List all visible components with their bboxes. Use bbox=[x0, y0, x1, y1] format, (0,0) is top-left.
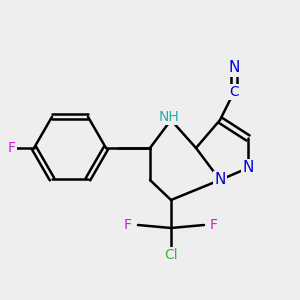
Text: N: N bbox=[242, 160, 254, 175]
Text: N: N bbox=[214, 172, 226, 188]
Text: F: F bbox=[124, 218, 132, 232]
Text: C: C bbox=[229, 85, 239, 99]
Text: F: F bbox=[8, 141, 16, 155]
Text: F: F bbox=[210, 218, 218, 232]
Text: NH: NH bbox=[159, 110, 179, 124]
Text: N: N bbox=[228, 61, 240, 76]
Text: Cl: Cl bbox=[164, 248, 178, 262]
